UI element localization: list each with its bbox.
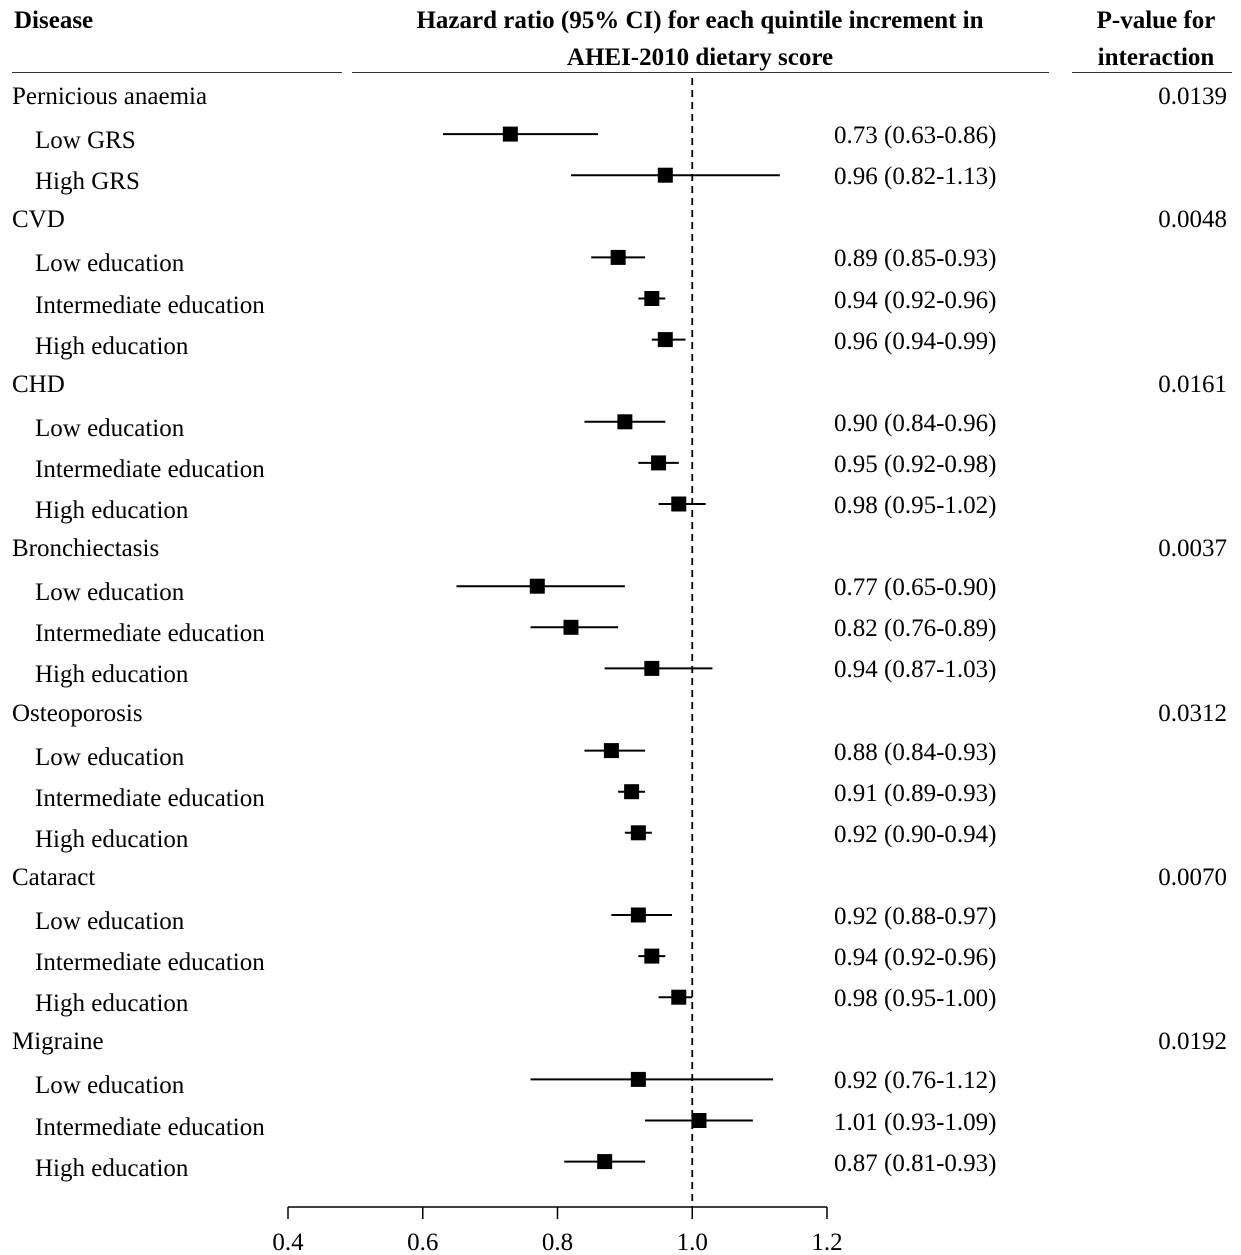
subgroup-label: Intermediate education xyxy=(35,1113,265,1141)
point-estimate xyxy=(630,825,646,841)
x-tick-label: 1.2 xyxy=(811,1229,842,1255)
estimate-label: 0.92 (0.76-1.12) xyxy=(834,1067,997,1095)
x-tick-label: 0.4 xyxy=(272,1229,304,1255)
subgroup-label: Low education xyxy=(35,1072,185,1100)
p-value-label: 0.0070 xyxy=(1158,863,1227,891)
subgroup-label: High GRS xyxy=(35,168,140,196)
x-tick-label: 0.6 xyxy=(407,1229,438,1255)
header-rule-right xyxy=(1072,72,1232,73)
point-estimate xyxy=(657,167,673,183)
header-hazard-ratio: Hazard ratio (95% CI) for each quintile … xyxy=(350,2,1050,76)
group-label: Pernicious anaemia xyxy=(12,83,208,110)
subgroup-label: High education xyxy=(35,332,189,360)
estimate-label: 0.98 (0.95-1.02) xyxy=(834,492,997,519)
point-estimate xyxy=(644,660,660,676)
p-value-label: 0.0139 xyxy=(1158,83,1227,110)
point-estimate xyxy=(644,291,660,306)
point-estimate xyxy=(597,1154,613,1170)
subgroup-label: Low GRS xyxy=(35,127,136,155)
estimate-label: 0.94 (0.92-0.96) xyxy=(834,286,997,314)
estimate-label: 0.91 (0.89-0.93) xyxy=(834,779,997,807)
estimate-label: 0.89 (0.85-0.93) xyxy=(834,245,997,273)
header-hazard-ratio-line1: Hazard ratio (95% CI) for each quintile … xyxy=(416,7,984,34)
header-p-value: P-value for interaction xyxy=(1070,2,1241,76)
subgroup-label: Low education xyxy=(35,414,185,442)
point-estimate xyxy=(630,1071,646,1087)
subgroup-label: High education xyxy=(35,1154,189,1182)
group-label: Bronchiectasis xyxy=(12,535,160,563)
estimate-label: 0.94 (0.92-0.96) xyxy=(834,944,997,972)
p-value-label: 0.0192 xyxy=(1158,1028,1227,1056)
header-rule-middle xyxy=(352,72,1049,73)
subgroup-label: High education xyxy=(35,497,189,524)
estimate-label: 0.73 (0.63-0.86) xyxy=(834,122,997,150)
subgroup-label: Intermediate education xyxy=(35,620,265,648)
x-tick-label: 1.0 xyxy=(677,1229,708,1255)
point-estimate xyxy=(691,1113,707,1128)
subgroup-label: Intermediate education xyxy=(35,784,265,812)
p-value-label: 0.0048 xyxy=(1158,206,1227,234)
point-estimate xyxy=(630,907,646,923)
subgroup-label: Low education xyxy=(35,579,185,607)
group-label: CHD xyxy=(12,370,65,398)
point-estimate xyxy=(502,126,518,142)
subgroup-label: High education xyxy=(35,825,189,853)
subgroup-label: Low education xyxy=(35,908,185,935)
estimate-label: 0.92 (0.88-0.97) xyxy=(834,903,997,930)
point-estimate xyxy=(563,619,579,635)
p-value-label: 0.0312 xyxy=(1158,699,1227,727)
point-estimate xyxy=(671,989,687,1005)
point-estimate xyxy=(671,496,687,512)
subgroup-label: Low education xyxy=(35,250,185,278)
group-label: Cataract xyxy=(12,863,96,891)
header-disease: Disease xyxy=(14,7,94,34)
subgroup-label: Low education xyxy=(35,743,185,771)
estimate-label: 0.95 (0.92-0.98) xyxy=(834,450,997,478)
header-p-value-line2: interaction xyxy=(1097,44,1215,71)
x-tick-label: 0.8 xyxy=(542,1229,573,1255)
subgroup-label: Intermediate education xyxy=(35,949,265,977)
group-label: Migraine xyxy=(12,1028,104,1056)
point-estimate xyxy=(610,249,626,265)
subgroup-label: Intermediate education xyxy=(35,455,265,483)
point-estimate xyxy=(651,455,667,471)
header-hazard-ratio-line2: AHEI-2010 dietary score xyxy=(566,44,834,71)
subgroup-label: High education xyxy=(35,661,189,689)
estimate-label: 0.92 (0.90-0.94) xyxy=(834,820,997,848)
estimate-label: 0.96 (0.82-1.13) xyxy=(834,163,997,191)
estimate-label: 0.77 (0.65-0.90) xyxy=(834,574,997,602)
estimate-label: 0.88 (0.84-0.93) xyxy=(834,738,997,766)
subgroup-label: High education xyxy=(35,990,189,1018)
p-value-label: 0.0037 xyxy=(1158,535,1227,563)
estimate-label: 0.82 (0.76-0.89) xyxy=(834,615,997,643)
estimate-label: 0.98 (0.95-1.00) xyxy=(834,985,997,1013)
estimate-label: 0.94 (0.87-1.03) xyxy=(834,656,997,684)
group-label: Osteoporosis xyxy=(12,699,143,727)
estimate-label: 0.87 (0.81-0.93) xyxy=(834,1149,997,1177)
point-estimate xyxy=(603,743,619,759)
header-p-value-line1: P-value for xyxy=(1096,7,1216,34)
point-estimate xyxy=(624,784,640,800)
point-estimate xyxy=(617,414,633,430)
group-label: CVD xyxy=(12,206,65,234)
estimate-label: 1.01 (0.93-1.09) xyxy=(834,1108,997,1136)
point-estimate xyxy=(644,948,660,964)
estimate-label: 0.90 (0.84-0.96) xyxy=(834,409,997,437)
estimate-label: 0.96 (0.94-0.99) xyxy=(834,327,997,355)
p-value-label: 0.0161 xyxy=(1158,370,1227,398)
subgroup-label: Intermediate education xyxy=(35,291,265,319)
header-rule-left xyxy=(12,72,342,73)
point-estimate xyxy=(657,332,673,348)
point-estimate xyxy=(529,578,545,594)
